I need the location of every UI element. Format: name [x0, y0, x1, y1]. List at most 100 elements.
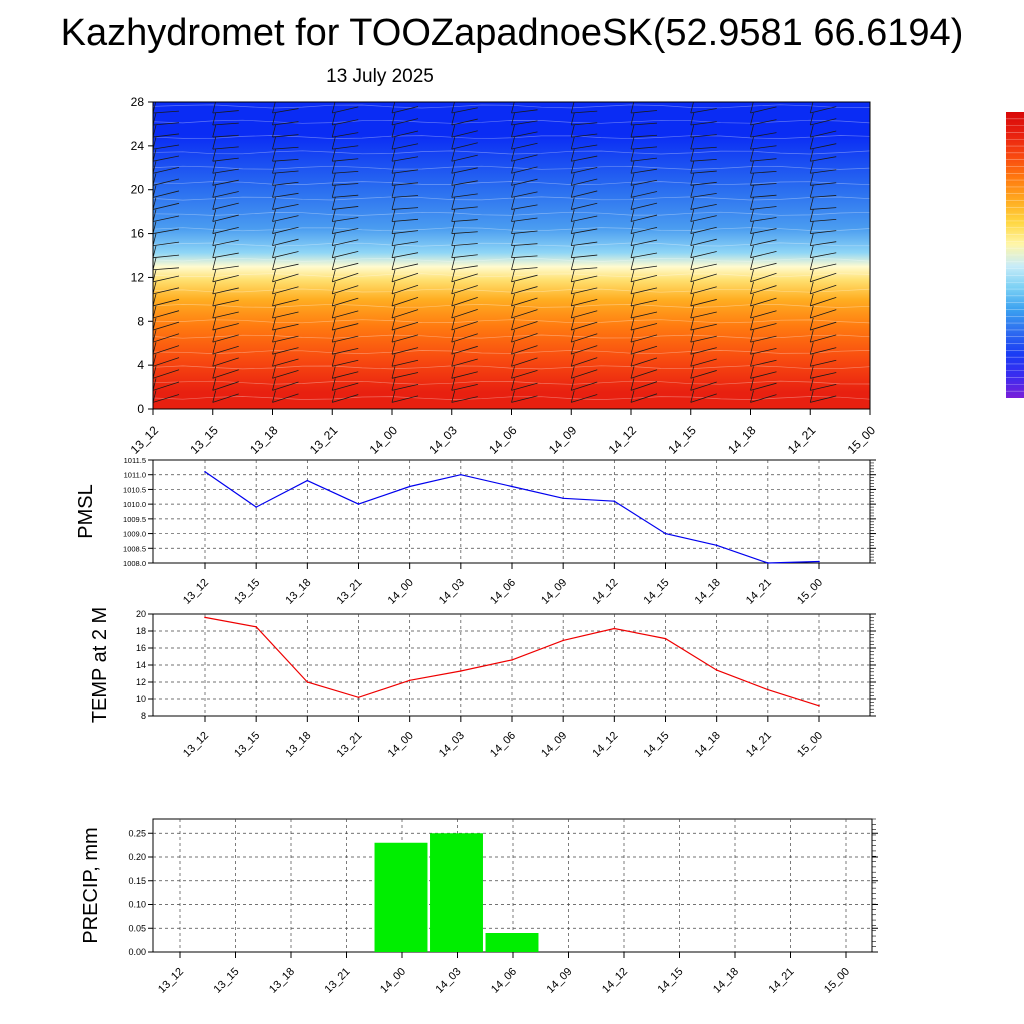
wind-barb-flag [212, 305, 217, 319]
wind-barb-flag [630, 342, 635, 355]
wind-barb [212, 110, 239, 114]
wind-barb [571, 321, 598, 331]
wind-barb [451, 265, 478, 271]
wind-barb [212, 311, 239, 319]
wind-barb-flag [451, 173, 456, 186]
wind-barb-flag [331, 390, 336, 403]
contour-line [152, 227, 871, 232]
y-tick-label: 16 [131, 227, 145, 241]
wind-barb-flag [690, 245, 695, 258]
wind-barb [750, 371, 777, 379]
wind-barb-flag [511, 317, 515, 331]
wind-barb-flag [511, 354, 515, 367]
wind-barb-flag [809, 137, 814, 150]
wind-barb-flag [451, 293, 456, 307]
wind-barb-flag [690, 281, 695, 294]
wind-barb [511, 309, 538, 319]
wind-barb [869, 305, 870, 306]
wind-barb-flag [690, 221, 695, 234]
wind-barb-flag [272, 173, 276, 186]
wind-barb-flag [630, 245, 635, 258]
pmsl-point [664, 532, 667, 535]
wind-barb [212, 191, 239, 198]
wind-barb [153, 287, 180, 295]
wind-barb-flag [630, 269, 635, 282]
wind-barb [630, 168, 658, 174]
wind-barb-flag [511, 366, 515, 379]
wind-barb-flag [511, 233, 515, 246]
pmsl-point [818, 560, 820, 563]
wind-barb [571, 394, 598, 403]
wind-barb [391, 272, 419, 283]
wind-barb-flag [451, 390, 456, 403]
wind-barb [272, 146, 299, 150]
wind-barb-flag [690, 257, 695, 270]
page-title: Kazhydromet for TOOZapadnoeSK(52.9581 66… [60, 12, 964, 54]
wind-barb [332, 272, 359, 283]
wind-barb-flag [331, 233, 336, 246]
wind-barb-flag [809, 366, 814, 379]
contour-line [152, 288, 871, 293]
wind-barb [630, 110, 658, 114]
wind-barb-flag [331, 317, 336, 331]
wind-barb [810, 284, 837, 295]
temp-point [306, 681, 309, 683]
wind-barb [332, 250, 359, 259]
wind-barb-flag [391, 342, 396, 355]
wind-barb [750, 170, 777, 174]
wind-barb [451, 231, 478, 234]
wind-barb [690, 181, 717, 186]
wind-barb-flag [451, 112, 456, 126]
y-tick-label: 16 [136, 643, 146, 653]
wind-barb-flag [451, 137, 456, 150]
wind-barb [571, 133, 598, 138]
wind-barb [810, 395, 837, 403]
wind-barb [869, 196, 870, 198]
wind-barb [810, 130, 837, 138]
wind-barb [511, 357, 538, 367]
contour-line [152, 150, 871, 155]
wind-barb [630, 345, 658, 355]
wind-barb-flag [690, 173, 695, 186]
wind-barb [391, 218, 419, 222]
wind-barb-flag [331, 137, 336, 150]
wind-barb-flag [212, 390, 217, 403]
contour-line [152, 334, 871, 339]
wind-barb [690, 134, 717, 138]
wind-barb [332, 183, 359, 186]
wind-barb [810, 359, 837, 367]
y-tick-label: 10 [136, 694, 146, 704]
wind-barb-flag [451, 185, 456, 198]
wind-barb [750, 297, 777, 307]
wind-barb-flag [750, 354, 754, 367]
wind-barb-flag [331, 209, 336, 222]
wind-barb-flag [750, 342, 754, 355]
temp-point [613, 627, 616, 630]
wind-barb [630, 287, 658, 295]
wind-barb [391, 383, 419, 391]
wind-barb-flag [212, 221, 217, 234]
wind-barb [690, 121, 717, 126]
wind-barb-flag [272, 221, 276, 234]
wind-barb [153, 144, 180, 150]
wind-barb-flag [690, 161, 695, 174]
y-tick-label: 28 [131, 95, 145, 109]
wind-barb [153, 133, 180, 138]
wind-barb [750, 323, 777, 331]
wind-barb-flag [750, 233, 754, 246]
wind-barb [212, 299, 239, 307]
x-tick-label: 14_06 [489, 966, 519, 996]
wind-barb-flag [511, 293, 515, 307]
wind-barb [750, 183, 777, 186]
wind-barb-flag [272, 209, 276, 222]
wind-barb-flag [809, 354, 814, 367]
wind-barb-flag [451, 149, 456, 162]
wind-barb [451, 180, 478, 186]
wind-barb [451, 273, 478, 283]
wind-barb [630, 265, 658, 271]
wind-barb-flag [272, 317, 276, 331]
heatmap-field [153, 102, 870, 409]
wind-barb [511, 230, 538, 234]
wind-barb [690, 347, 717, 355]
wind-barb [750, 310, 777, 319]
